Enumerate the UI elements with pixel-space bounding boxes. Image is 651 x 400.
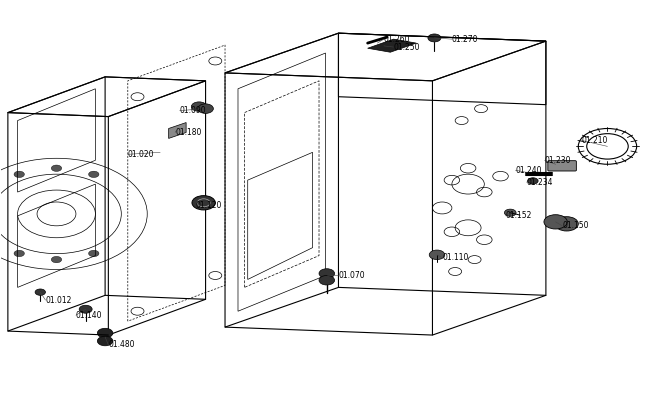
Text: 01.090: 01.090 [180,106,206,115]
Circle shape [192,196,215,210]
Text: 01.210: 01.210 [581,136,608,145]
Circle shape [51,256,62,263]
Text: 01.150: 01.150 [562,221,589,230]
Circle shape [14,250,24,257]
Circle shape [14,171,24,178]
Text: 01.180: 01.180 [175,128,202,137]
Text: 01.012: 01.012 [46,296,72,305]
Text: 01.020: 01.020 [128,150,154,159]
Circle shape [428,34,441,42]
Circle shape [198,104,214,114]
Text: 01.070: 01.070 [339,271,365,280]
Circle shape [89,171,99,178]
Circle shape [319,276,335,285]
Circle shape [35,289,46,295]
Circle shape [319,269,335,278]
FancyBboxPatch shape [548,161,576,171]
Circle shape [555,217,578,231]
Text: 01.260: 01.260 [384,35,410,44]
Text: 01.240: 01.240 [516,166,542,175]
Circle shape [89,250,99,257]
Text: 01.110: 01.110 [442,253,469,262]
Text: 01.140: 01.140 [76,311,102,320]
Text: 01.270: 01.270 [452,35,478,44]
Text: 01.230: 01.230 [545,156,571,165]
Circle shape [98,336,113,346]
Circle shape [98,328,113,338]
Text: 01.120: 01.120 [196,202,222,210]
Circle shape [191,102,207,112]
Text: 01.250: 01.250 [394,42,420,52]
Circle shape [79,305,92,313]
Text: 01.234: 01.234 [527,178,553,187]
Circle shape [528,178,538,184]
Circle shape [51,165,62,171]
Polygon shape [368,39,416,52]
Circle shape [429,250,445,260]
Circle shape [505,209,516,216]
Circle shape [544,215,567,229]
Text: 01.152: 01.152 [506,211,532,220]
Polygon shape [169,122,186,138]
Text: 01.480: 01.480 [108,340,135,350]
